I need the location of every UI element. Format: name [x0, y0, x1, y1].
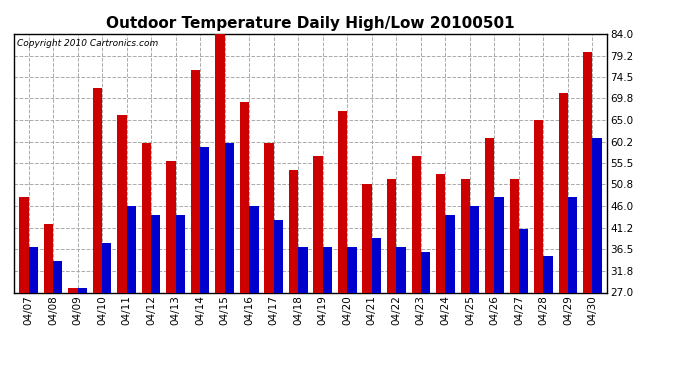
Bar: [92, 88, 102, 292]
Bar: [323, 247, 332, 292]
Bar: [485, 138, 495, 292]
Bar: [264, 143, 274, 292]
Bar: [593, 138, 602, 292]
Bar: [53, 261, 62, 292]
Bar: [338, 111, 347, 292]
Bar: [347, 247, 357, 292]
Bar: [68, 288, 77, 292]
Bar: [240, 102, 249, 292]
Bar: [225, 143, 234, 292]
Bar: [215, 34, 225, 292]
Bar: [470, 206, 479, 292]
Bar: [396, 247, 406, 292]
Bar: [289, 170, 298, 292]
Bar: [117, 116, 126, 292]
Bar: [298, 247, 308, 292]
Bar: [372, 238, 381, 292]
Bar: [510, 179, 519, 292]
Bar: [495, 197, 504, 292]
Bar: [274, 220, 283, 292]
Text: Copyright 2010 Cartronics.com: Copyright 2010 Cartronics.com: [17, 39, 158, 48]
Bar: [191, 70, 200, 292]
Bar: [249, 206, 259, 292]
Bar: [126, 206, 136, 292]
Bar: [544, 256, 553, 292]
Bar: [445, 215, 455, 292]
Bar: [200, 147, 210, 292]
Bar: [583, 52, 593, 292]
Bar: [411, 156, 421, 292]
Bar: [387, 179, 396, 292]
Bar: [534, 120, 544, 292]
Bar: [313, 156, 323, 292]
Bar: [460, 179, 470, 292]
Title: Outdoor Temperature Daily High/Low 20100501: Outdoor Temperature Daily High/Low 20100…: [106, 16, 515, 31]
Bar: [102, 243, 111, 292]
Bar: [559, 93, 568, 292]
Bar: [77, 288, 87, 292]
Bar: [151, 215, 161, 292]
Bar: [142, 143, 151, 292]
Bar: [568, 197, 578, 292]
Bar: [362, 183, 372, 292]
Bar: [28, 247, 38, 292]
Bar: [43, 224, 53, 292]
Bar: [421, 252, 430, 292]
Bar: [519, 229, 529, 292]
Bar: [436, 174, 445, 292]
Bar: [166, 161, 176, 292]
Bar: [19, 197, 28, 292]
Bar: [176, 215, 185, 292]
